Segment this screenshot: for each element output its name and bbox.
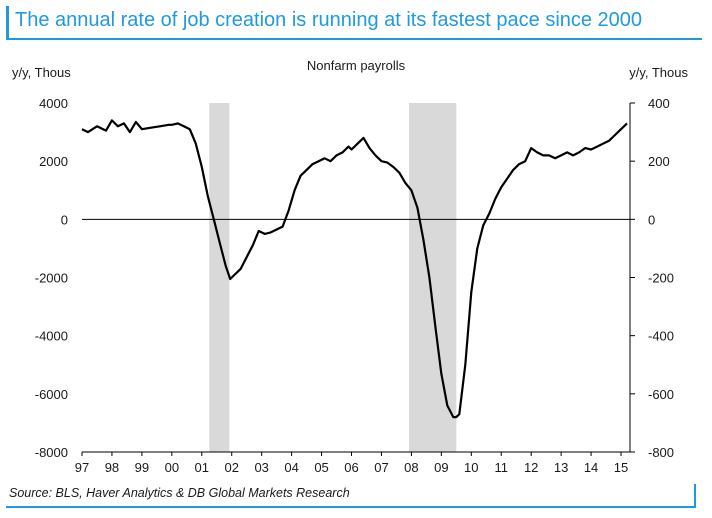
recession-bar bbox=[409, 103, 457, 452]
right-tick-label: 0 bbox=[648, 212, 655, 227]
chart-headline: The annual rate of job creation is runni… bbox=[15, 9, 643, 31]
x-tick-label: 06 bbox=[344, 460, 358, 475]
right-axis-label: y/y, Thous bbox=[629, 65, 688, 80]
left-tick-label: -4000 bbox=[35, 329, 68, 344]
x-tick-label: 09 bbox=[434, 460, 448, 475]
x-tick-label: 08 bbox=[404, 460, 418, 475]
x-tick-label: 00 bbox=[165, 460, 179, 475]
right-axis-ticks: 400 200 0 -200 -400 -600 -800 bbox=[630, 96, 674, 460]
right-tick-label: -400 bbox=[648, 329, 674, 344]
right-tick-label: -800 bbox=[648, 445, 674, 460]
x-tick-label: 11 bbox=[494, 460, 508, 475]
left-tick-label: -8000 bbox=[35, 445, 68, 460]
x-tick-label: 98 bbox=[105, 460, 119, 475]
right-tick-label: 200 bbox=[648, 154, 670, 169]
x-tick-label: 03 bbox=[254, 460, 268, 475]
x-axis-ticks: 97 98 99 00 01 02 03 04 05 06 07 08 09 10 11 12 13 14 15 bbox=[75, 452, 628, 475]
left-tick-label: 2000 bbox=[39, 154, 68, 169]
chart-title: Nonfarm payrolls bbox=[307, 58, 406, 73]
recession-shading bbox=[209, 103, 457, 452]
bottom-rule bbox=[6, 506, 696, 508]
x-tick-label: 05 bbox=[314, 460, 328, 475]
right-tick-label: 400 bbox=[648, 96, 670, 111]
x-tick-label: 10 bbox=[464, 460, 478, 475]
recession-bar bbox=[209, 103, 230, 452]
left-tick-label: 4000 bbox=[39, 96, 68, 111]
left-tick-label: -6000 bbox=[35, 387, 68, 402]
x-tick-label: 01 bbox=[195, 460, 209, 475]
x-tick-label: 12 bbox=[524, 460, 538, 475]
left-axis-ticks: 4000 2000 0 -2000 -4000 -6000 -8000 bbox=[35, 96, 68, 460]
x-tick-label: 15 bbox=[614, 460, 628, 475]
source-note: Source: BLS, Haver Analytics & DB Global… bbox=[9, 486, 350, 500]
x-tick-label: 04 bbox=[284, 460, 298, 475]
right-tick-label: -200 bbox=[648, 271, 674, 286]
x-tick-label: 02 bbox=[224, 460, 238, 475]
left-tick-label: -2000 bbox=[35, 271, 68, 286]
left-tick-label: 0 bbox=[61, 212, 68, 227]
x-tick-label: 97 bbox=[75, 460, 89, 475]
x-tick-label: 14 bbox=[584, 460, 598, 475]
x-tick-label: 07 bbox=[374, 460, 388, 475]
x-tick-label: 13 bbox=[554, 460, 568, 475]
series-line-nonfarm-payrolls bbox=[81, 119, 628, 419]
x-tick-label: 99 bbox=[135, 460, 149, 475]
left-axis-label: y/y, Thous bbox=[12, 65, 71, 80]
right-tick-label: -600 bbox=[648, 387, 674, 402]
title-bar: The annual rate of job creation is runni… bbox=[6, 6, 702, 40]
bottom-right-tick bbox=[694, 484, 696, 508]
